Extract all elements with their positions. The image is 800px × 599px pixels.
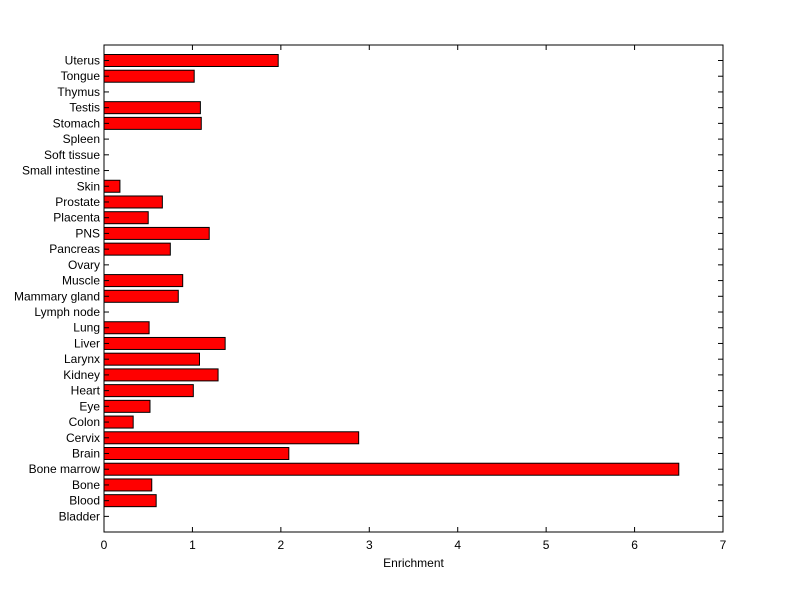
y-tick-label: Placenta [53, 211, 100, 225]
bar-kidney [103, 368, 219, 382]
bar-pns [103, 226, 210, 240]
y-tick-label: Mammary gland [14, 289, 100, 303]
y-tick-label: Bladder [59, 509, 100, 523]
bar-testis [103, 101, 201, 115]
y-tick-label: Skin [77, 179, 100, 193]
y-tick-label: Heart [71, 384, 101, 398]
bar-muscle [103, 274, 184, 288]
bar-bone [103, 478, 153, 492]
bar-larynx [103, 352, 200, 366]
bar-pancreas [103, 242, 171, 256]
bar-uterus [103, 54, 279, 67]
y-tick-label: Pancreas [49, 242, 100, 256]
x-tick-label: 0 [101, 538, 108, 552]
y-tick-label: Lymph node [34, 305, 100, 319]
y-tick-label: Spleen [63, 132, 100, 146]
y-tick-label: Bone marrow [29, 462, 101, 476]
y-tick-label: Tongue [61, 69, 101, 83]
y-tick-label: Thymus [57, 85, 100, 99]
bar-lung [103, 321, 150, 335]
x-axis-label: Enrichment [383, 556, 444, 570]
bar-liver [103, 336, 226, 350]
bar-eye [103, 399, 151, 413]
y-tick-label: Muscle [62, 274, 100, 288]
y-tick-label: Liver [74, 336, 100, 350]
bar-heart [103, 384, 194, 398]
y-tick-label: Testis [69, 101, 100, 115]
bar-cervix [103, 431, 360, 445]
x-tick-label: 3 [366, 538, 373, 552]
y-tick-label: Small intestine [22, 164, 100, 178]
plot-frame [103, 44, 724, 533]
y-tick-label: Ovary [68, 258, 100, 272]
y-tick-label: Uterus [65, 54, 100, 68]
x-tick-label: 5 [543, 538, 550, 552]
bar-placenta [103, 211, 149, 225]
bar-brain [103, 447, 290, 460]
y-tick-label: PNS [75, 226, 100, 240]
y-tick-label: Brain [72, 447, 100, 461]
bar-prostate [103, 195, 163, 209]
y-tick-label: Bone [72, 478, 100, 492]
bar-mammary-gland [103, 289, 179, 303]
bar-tongue [103, 69, 195, 83]
y-tick-label: Soft tissue [44, 148, 100, 162]
y-tick-label: Stomach [53, 116, 100, 130]
y-tick-label: Lung [73, 321, 100, 335]
bar-stomach [103, 116, 202, 130]
ticks [103, 45, 724, 532]
y-tick-label: Kidney [63, 368, 100, 382]
y-tick-label: Eye [79, 399, 100, 413]
x-tick-label: 4 [454, 538, 461, 552]
bars [103, 54, 680, 508]
y-tick-label: Cervix [66, 431, 100, 445]
y-tick-label: Larynx [64, 352, 100, 366]
x-tick-label: 7 [720, 538, 727, 552]
x-tick-label: 6 [631, 538, 638, 552]
y-tick-label: Prostate [55, 195, 100, 209]
bar-bone-marrow [103, 462, 680, 476]
x-tick-label: 2 [278, 538, 285, 552]
y-tick-label: Colon [69, 415, 100, 429]
y-tick-label: Blood [69, 494, 100, 508]
bar-blood [103, 494, 157, 508]
x-tick-label: 1 [189, 538, 196, 552]
